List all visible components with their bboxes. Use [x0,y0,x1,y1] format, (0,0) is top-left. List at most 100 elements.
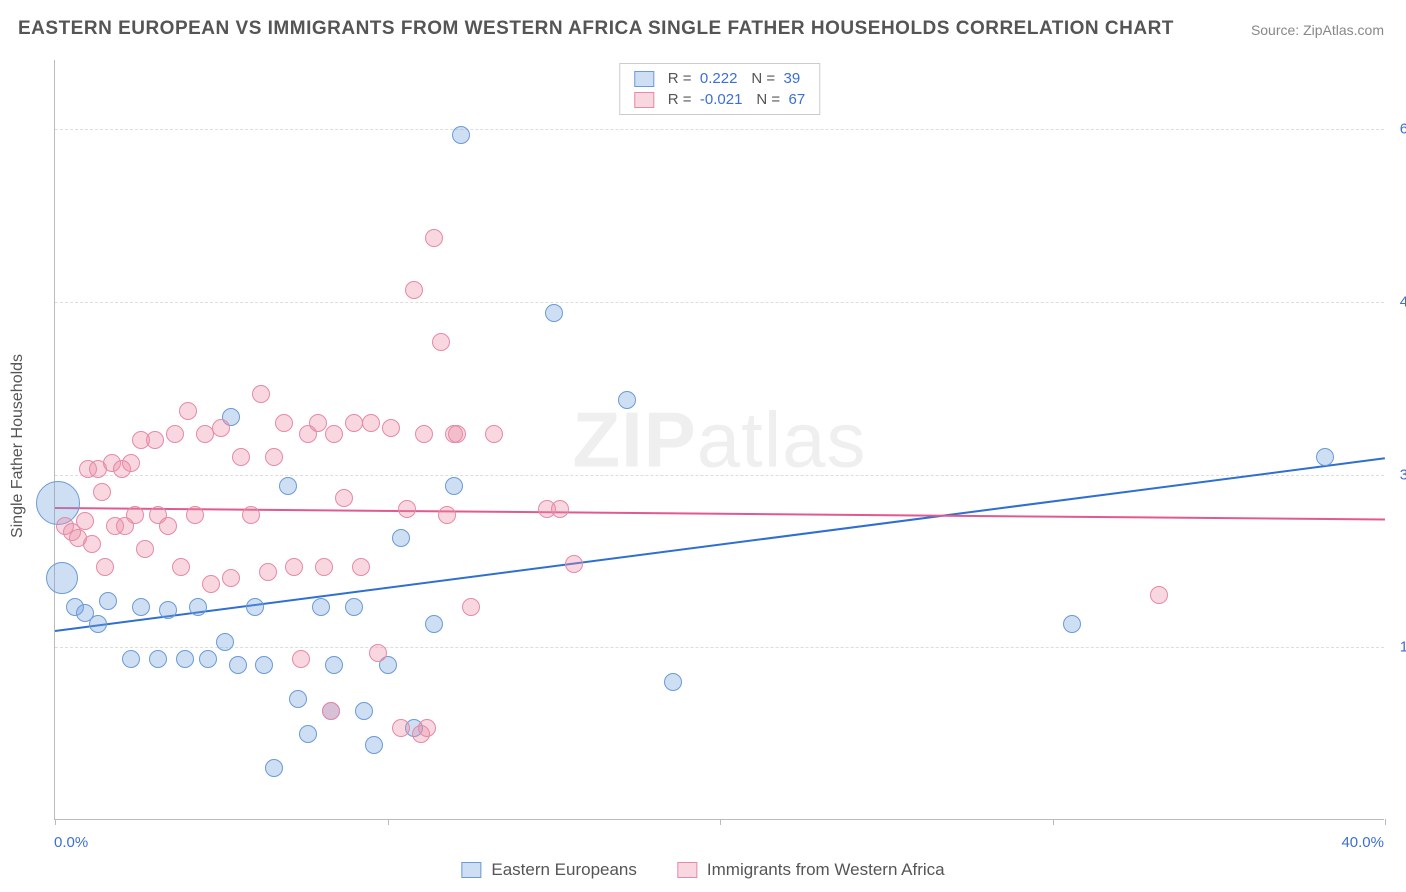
scatter-point-western_africa [551,500,569,518]
y-tick-label: 6.0% [1388,121,1406,138]
scatter-point-eastern [452,126,470,144]
scatter-point-western_africa [438,506,456,524]
stats-legend: R = 0.222 N = 39 R = -0.021 N = 67 [619,63,820,115]
scatter-point-western_africa [146,431,164,449]
y-axis-title: Single Father Households [9,354,27,538]
scatter-point-western_africa [325,425,343,443]
scatter-point-western_africa [1150,586,1168,604]
stats-row-western-africa: R = -0.021 N = 67 [620,89,819,110]
scatter-point-eastern [1063,615,1081,633]
scatter-point-eastern [1316,448,1334,466]
scatter-point-western_africa [418,719,436,737]
scatter-point-eastern [618,391,636,409]
scatter-point-eastern [279,477,297,495]
scatter-point-eastern [289,690,307,708]
scatter-point-eastern [159,601,177,619]
scatter-point-eastern [392,529,410,547]
scatter-point-western_africa [172,558,190,576]
scatter-point-western_africa [392,719,410,737]
y-tick-label: 3.0% [1388,466,1406,483]
scatter-point-western_africa [186,506,204,524]
scatter-point-eastern [216,633,234,651]
scatter-point-eastern [99,592,117,610]
scatter-point-western_africa [398,500,416,518]
scatter-point-western_africa [222,569,240,587]
scatter-point-western_africa [212,419,230,437]
scatter-point-eastern [545,304,563,322]
scatter-point-western_africa [96,558,114,576]
scatter-point-western_africa [159,517,177,535]
scatter-point-western_africa [425,229,443,247]
scatter-point-western_africa [315,558,333,576]
watermark: ZIPatlas [572,394,866,485]
scatter-point-western_africa [345,414,363,432]
scatter-point-eastern [664,673,682,691]
x-tick [55,819,56,825]
scatter-point-western_africa [432,333,450,351]
scatter-point-eastern [355,702,373,720]
scatter-point-western_africa [405,281,423,299]
scatter-point-eastern [345,598,363,616]
scatter-point-western_africa [362,414,380,432]
y-tick-label: 1.5% [1388,639,1406,656]
scatter-point-eastern [445,477,463,495]
scatter-point-western_africa [76,512,94,530]
scatter-point-western_africa [462,598,480,616]
scatter-point-western_africa [232,448,250,466]
series-legend: Eastern Europeans Immigrants from Wester… [461,860,944,880]
scatter-point-western_africa [322,702,340,720]
stats-row-eastern: R = 0.222 N = 39 [620,68,819,89]
scatter-point-western_africa [83,535,101,553]
source-label: Source: ZipAtlas.com [1251,22,1384,38]
scatter-point-western_africa [136,540,154,558]
scatter-point-western_africa [369,644,387,662]
gridline [55,302,1384,303]
scatter-point-western_africa [93,483,111,501]
scatter-point-eastern [246,598,264,616]
scatter-point-eastern [122,650,140,668]
scatter-point-western_africa [352,558,370,576]
scatter-point-western_africa [309,414,327,432]
gridline [55,647,1384,648]
scatter-point-western_africa [259,563,277,581]
scatter-point-eastern [312,598,330,616]
scatter-point-western_africa [126,506,144,524]
x-tick [1053,819,1054,825]
scatter-point-eastern [229,656,247,674]
scatter-point-eastern [255,656,273,674]
swatch-eastern [634,71,654,87]
scatter-point-western_africa [565,555,583,573]
scatter-point-eastern [265,759,283,777]
x-tick [388,819,389,825]
x-max-label: 40.0% [1341,834,1384,851]
scatter-point-eastern [189,598,207,616]
gridline [55,129,1384,130]
scatter-point-eastern [365,736,383,754]
chart-title: EASTERN EUROPEAN VS IMMIGRANTS FROM WEST… [18,18,1174,40]
scatter-point-western_africa [275,414,293,432]
scatter-point-western_africa [122,454,140,472]
scatter-point-eastern [132,598,150,616]
x-tick [1385,819,1386,825]
scatter-point-eastern [46,562,78,594]
swatch-western-africa-icon [677,862,697,878]
scatter-point-western_africa [382,419,400,437]
scatter-point-eastern [325,656,343,674]
scatter-point-eastern [199,650,217,668]
scatter-point-western_africa [415,425,433,443]
legend-label-western-africa: Immigrants from Western Africa [707,860,945,880]
scatter-point-eastern [176,650,194,668]
x-tick [720,819,721,825]
scatter-point-eastern [89,615,107,633]
legend-item-eastern: Eastern Europeans [461,860,637,880]
scatter-point-eastern [425,615,443,633]
scatter-point-eastern [299,725,317,743]
scatter-point-eastern [149,650,167,668]
swatch-eastern-icon [461,862,481,878]
scatter-point-western_africa [265,448,283,466]
scatter-point-western_africa [202,575,220,593]
x-min-label: 0.0% [54,834,88,851]
scatter-point-western_africa [196,425,214,443]
scatter-point-western_africa [179,402,197,420]
legend-item-western-africa: Immigrants from Western Africa [677,860,945,880]
